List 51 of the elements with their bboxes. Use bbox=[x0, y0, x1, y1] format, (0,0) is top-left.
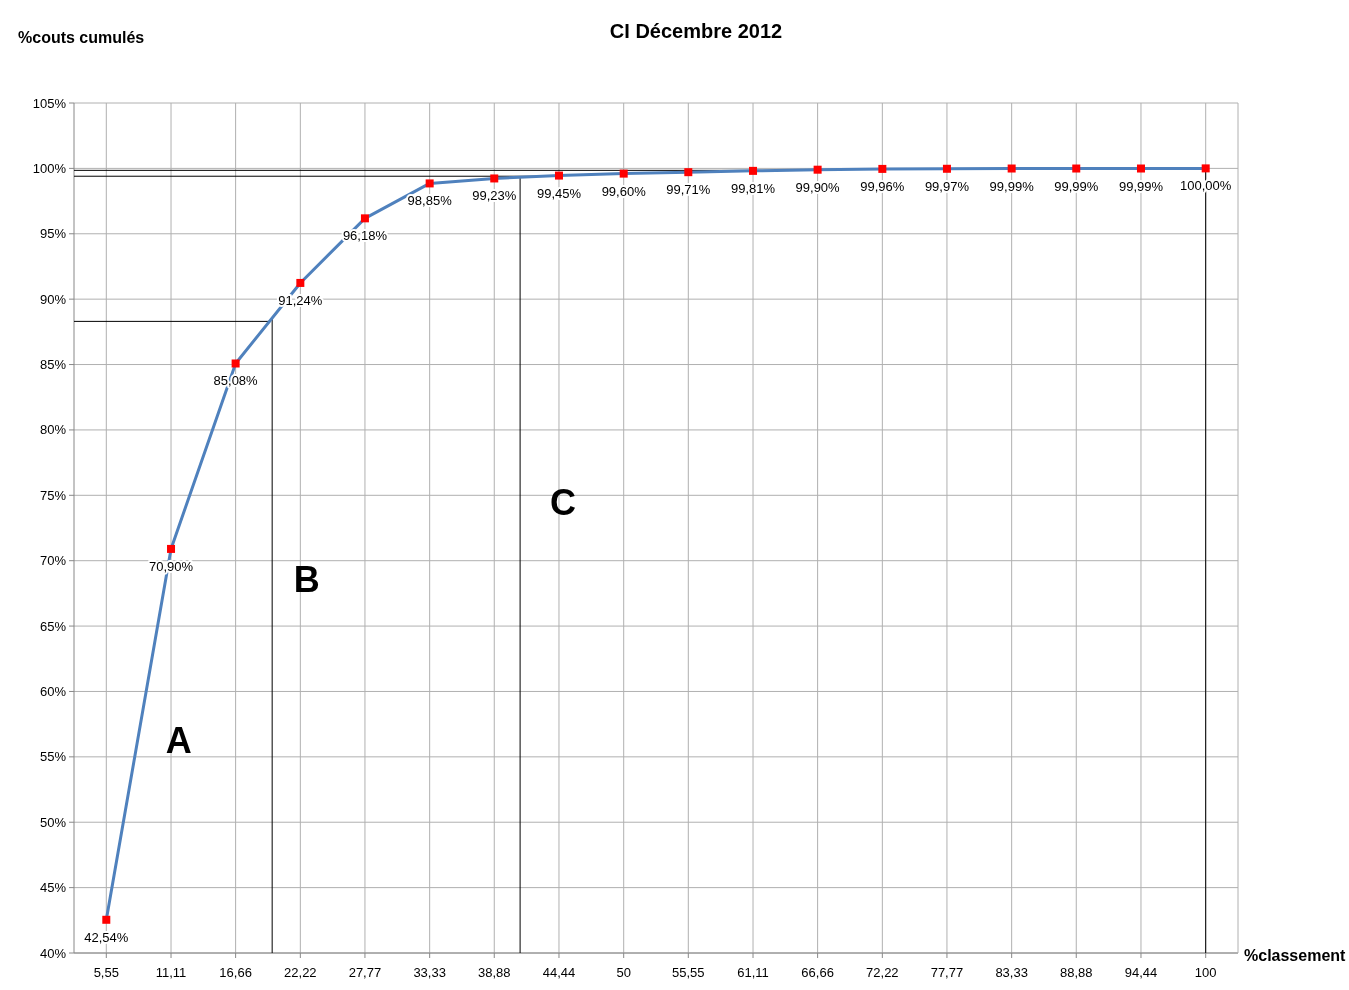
x-tick-label: 33,33 bbox=[413, 965, 446, 980]
x-tick-label: 55,55 bbox=[672, 965, 705, 980]
data-label: 99,99% bbox=[989, 178, 1035, 194]
x-tick-label: 100 bbox=[1194, 965, 1217, 980]
chart-title: CI Décembre 2012 bbox=[609, 20, 783, 42]
data-label: 99,60% bbox=[601, 183, 647, 199]
x-tick-label: 88,88 bbox=[1059, 965, 1093, 980]
y-tick-label: 100% bbox=[32, 160, 67, 176]
data-label: 42,54% bbox=[84, 929, 129, 945]
y-tick-label: 95% bbox=[39, 226, 67, 242]
annotation: A bbox=[165, 720, 192, 762]
x-tick-label: 11,11 bbox=[155, 965, 187, 980]
x-tick-label: 16,66 bbox=[219, 965, 252, 980]
y-tick-label: 65% bbox=[39, 618, 67, 634]
x-tick-label: 61,11 bbox=[737, 965, 769, 980]
data-label: 99,96% bbox=[860, 178, 905, 194]
x-tick-label: 27,77 bbox=[348, 965, 382, 980]
x-tick-label: 5,55 bbox=[93, 965, 119, 980]
data-label: 99,23% bbox=[472, 188, 517, 204]
x-tick-label: 72,22 bbox=[866, 965, 899, 980]
x-tick-label: 94,44 bbox=[1124, 965, 1158, 980]
y-tick-label: 85% bbox=[39, 357, 67, 373]
x-tick-label: 44,44 bbox=[542, 965, 576, 980]
data-label: 99,99% bbox=[1118, 178, 1164, 194]
x-axis-title: %classement bbox=[1244, 947, 1347, 964]
y-tick-label: 90% bbox=[39, 291, 67, 307]
data-label: 98,85% bbox=[407, 193, 453, 209]
x-tick-label: 50 bbox=[616, 965, 631, 980]
data-label: 99,71% bbox=[666, 182, 711, 198]
y-tick-label: 70% bbox=[39, 553, 67, 569]
y-tick-label: 45% bbox=[39, 880, 67, 896]
x-tick-label: 38,88 bbox=[477, 965, 511, 980]
annotation: C bbox=[549, 482, 576, 524]
y-tick-label: 75% bbox=[39, 487, 67, 503]
x-tick-label: 83,33 bbox=[995, 965, 1028, 980]
y-tick-label: 40% bbox=[39, 945, 67, 961]
data-label: 99,45% bbox=[536, 185, 582, 201]
annotation: B bbox=[293, 558, 320, 600]
y-axis-title: %couts cumulés bbox=[18, 29, 145, 46]
data-label: 99,97% bbox=[924, 178, 970, 194]
y-tick-label: 50% bbox=[39, 814, 67, 830]
y-tick-label: 60% bbox=[39, 684, 67, 700]
y-tick-label: 80% bbox=[39, 422, 67, 438]
x-tick-label: 66,66 bbox=[801, 965, 834, 980]
data-label: 99,99% bbox=[1054, 178, 1099, 194]
x-tick-label: 22,22 bbox=[284, 965, 317, 980]
data-label: 99,90% bbox=[795, 179, 841, 195]
y-tick-label: 55% bbox=[39, 749, 67, 765]
y-tick-label: 105% bbox=[32, 95, 67, 111]
x-tick-label: 77,77 bbox=[930, 965, 964, 980]
data-label: 99,81% bbox=[730, 180, 776, 196]
